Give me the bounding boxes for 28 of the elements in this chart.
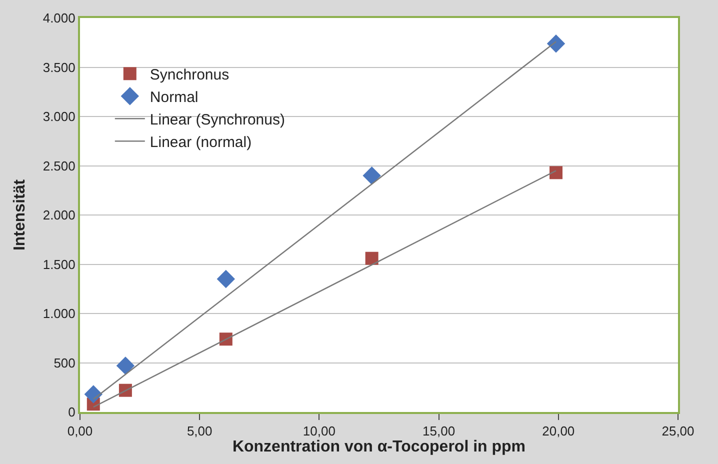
point — [546, 34, 566, 53]
y-tick-label: 3.500 — [42, 60, 76, 75]
x-tick-label: 20,00 — [542, 424, 575, 439]
legend-label: Synchronus — [150, 66, 230, 84]
point — [362, 166, 381, 185]
x-tick-label: 5,00 — [186, 424, 212, 439]
point — [84, 385, 102, 404]
legend-label: Normal — [150, 89, 198, 106]
x-tick-label: 0,00 — [67, 424, 93, 439]
y-tick-label: 2.000 — [42, 208, 76, 223]
y-tick-label: 0 — [68, 404, 76, 420]
point — [550, 166, 563, 180]
point — [216, 270, 236, 288]
y-tick-label: 3.000 — [42, 109, 76, 124]
x-axis-title: Konzentration von α-Tocoperol in ppm — [232, 438, 526, 456]
legend-label: Linear (Synchronus) — [150, 112, 285, 128]
y-tick-label: 1.500 — [42, 256, 76, 272]
x-tick-label: 10,00 — [302, 424, 336, 439]
y-tick-label: 500 — [54, 355, 76, 370]
y-axis-title: Intensität — [11, 178, 28, 251]
point — [116, 356, 135, 375]
x-tick-label: 15,00 — [422, 424, 456, 439]
legend-label: Linear (normal) — [150, 134, 252, 151]
y-tick-label: 4.000 — [42, 10, 76, 26]
y-tick-label: 1.000 — [42, 306, 76, 322]
y-tick-label: 2.500 — [42, 158, 76, 174]
x-tick-label: 25,00 — [662, 424, 694, 439]
point — [365, 252, 378, 265]
